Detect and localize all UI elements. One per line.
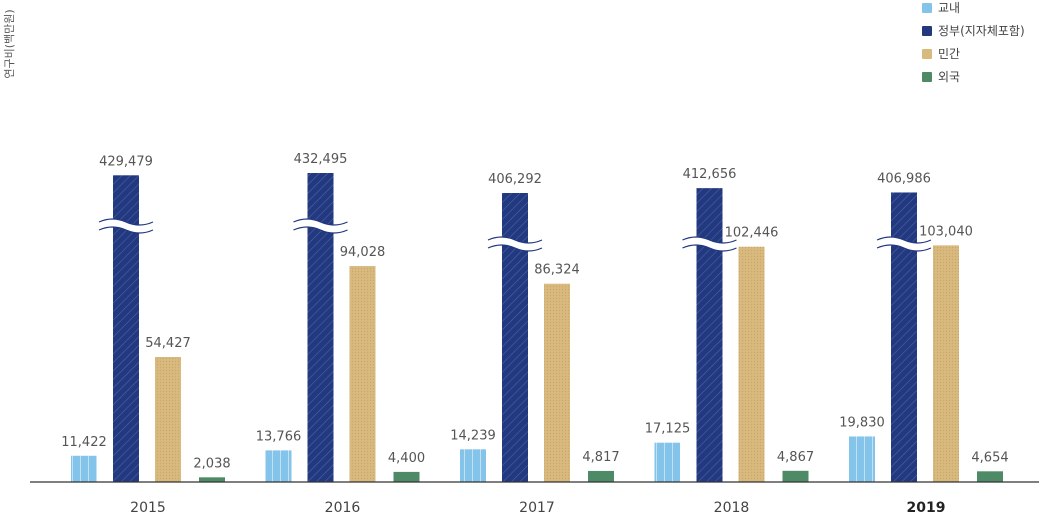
bar-외국-2015	[199, 477, 225, 482]
data-label: 4,654	[971, 450, 1008, 465]
data-label: 4,817	[582, 450, 619, 465]
data-label: 4,867	[777, 450, 814, 465]
bar-정부(지자체포함)-2018	[696, 188, 723, 482]
axis-break-line	[876, 244, 932, 252]
legend-swatch	[922, 48, 932, 59]
bar-민간-2018	[738, 246, 765, 482]
data-label: 86,324	[534, 263, 580, 278]
axis-break-mark	[682, 237, 737, 251]
axis-break-line	[487, 244, 543, 252]
axis-break-line	[682, 236, 737, 244]
data-label: 94,028	[340, 245, 386, 260]
data-label: 429,479	[99, 154, 153, 169]
legend-swatch	[922, 25, 932, 36]
bar-교내-2017	[460, 449, 486, 482]
bar-정부(지자체포함)-2017	[502, 193, 528, 482]
x-tick-label: 2019	[907, 500, 946, 513]
data-label: 406,292	[488, 172, 542, 187]
legend-label: 교내	[938, 1, 961, 15]
bar-민간-2015	[155, 357, 181, 482]
legend-label: 민간	[938, 47, 961, 61]
data-label: 13,766	[256, 429, 302, 444]
axis-break-line	[682, 244, 737, 252]
axis-break-line	[98, 218, 154, 226]
bar-외국-2019	[977, 471, 1003, 482]
data-label: 14,239	[450, 428, 496, 443]
data-label: 54,427	[145, 336, 191, 351]
data-label: 432,495	[294, 152, 348, 167]
bar-외국-2017	[588, 470, 614, 482]
bar-교내-2018	[654, 442, 681, 482]
x-tick-label: 2016	[325, 500, 361, 513]
data-label: 103,040	[919, 224, 973, 239]
bar-민간-2019	[933, 245, 959, 482]
legend: 교내 정부(지자체포함) 민간 외국	[922, 0, 1025, 88]
x-tick-label: 2017	[519, 500, 555, 513]
legend-item-민간: 민간	[922, 42, 1025, 65]
legend-item-정부: 정부(지자체포함)	[922, 19, 1025, 42]
axis-break-mark	[293, 219, 348, 233]
data-label: 412,656	[683, 167, 737, 182]
bar-교내-2016	[265, 450, 292, 482]
data-label: 19,830	[839, 415, 885, 430]
legend-swatch	[922, 71, 932, 82]
legend-label: 외국	[938, 70, 961, 84]
x-tick-label: 2015	[130, 500, 166, 513]
axis-break-line	[487, 236, 543, 244]
legend-item-외국: 외국	[922, 65, 1025, 88]
axis-break-mark	[877, 237, 931, 251]
legend-swatch	[922, 2, 932, 13]
axis-break-line	[293, 226, 348, 234]
axis-break-mark	[488, 237, 542, 251]
bar-외국-2016	[393, 471, 420, 482]
bar-교내-2019	[849, 436, 875, 482]
data-label: 102,446	[725, 226, 779, 241]
bar-교내-2015	[71, 455, 97, 482]
legend-label: 정부(지자체포함)	[938, 24, 1025, 38]
data-label: 17,125	[645, 422, 691, 437]
axis-break-line	[98, 226, 154, 234]
axis-break-line	[876, 236, 932, 244]
axis-break-line	[293, 218, 348, 226]
bar-민간-2017	[544, 283, 570, 482]
data-label: 406,986	[877, 171, 931, 186]
legend-item-교내: 교내	[922, 0, 1025, 19]
bar-정부(지자체포함)-2019	[891, 192, 917, 483]
data-label: 2,038	[193, 456, 230, 471]
data-label: 11,422	[61, 435, 107, 450]
x-tick-label: 2018	[714, 500, 750, 513]
bar-외국-2018	[782, 470, 809, 482]
data-label: 4,400	[388, 451, 425, 466]
bar-민간-2016	[349, 266, 376, 482]
axis-break-mark	[99, 219, 153, 233]
